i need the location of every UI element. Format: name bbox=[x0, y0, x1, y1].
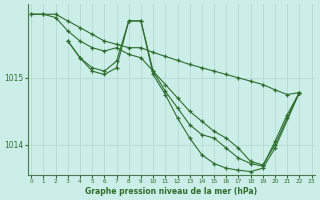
X-axis label: Graphe pression niveau de la mer (hPa): Graphe pression niveau de la mer (hPa) bbox=[85, 187, 258, 196]
